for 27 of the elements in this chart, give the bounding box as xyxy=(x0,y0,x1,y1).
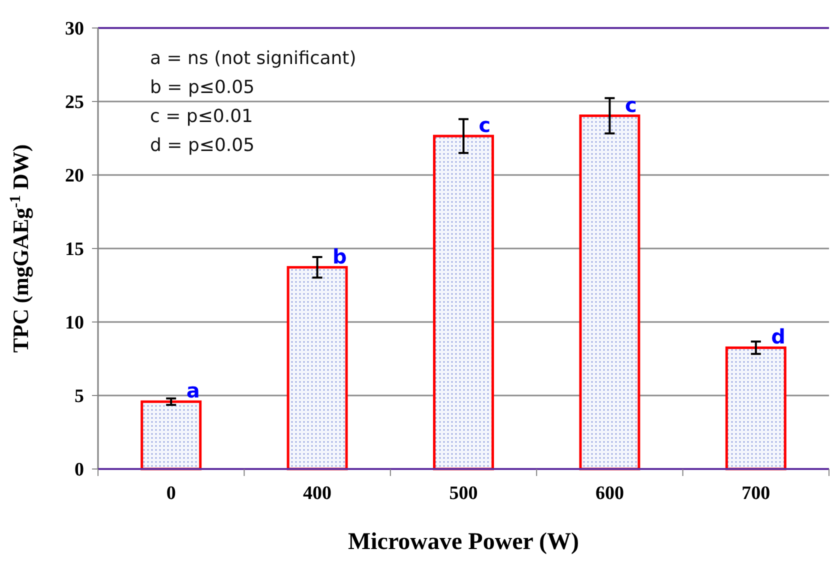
annotation: c xyxy=(478,113,491,138)
x-tick-label: 700 xyxy=(742,483,770,504)
x-tick-label: 400 xyxy=(303,483,332,504)
annotation: b = p≤0.05 xyxy=(150,77,255,98)
bar xyxy=(433,134,494,470)
annotation: b xyxy=(332,244,347,268)
annotation: a = ns (not significant) xyxy=(150,48,356,69)
annotation: a xyxy=(186,378,200,403)
y-tick-label: 15 xyxy=(65,239,84,260)
annotation: d = p≤0.05 xyxy=(150,135,255,156)
x-tick-label: 0 xyxy=(166,483,176,504)
bar xyxy=(725,346,786,470)
annotation: d xyxy=(771,324,786,349)
y-tick-label: 30 xyxy=(65,18,84,40)
annotation: c xyxy=(624,92,637,117)
bar xyxy=(286,266,348,470)
y-tick-label: 0 xyxy=(74,460,84,481)
y-tick-label: 5 xyxy=(74,386,84,408)
y-tick-label: 25 xyxy=(65,92,84,114)
bar xyxy=(140,400,202,470)
x-tick-label: 500 xyxy=(449,483,478,504)
bar xyxy=(579,114,640,470)
annotation: c = p≤0.01 xyxy=(150,106,254,127)
y-tick-label: 20 xyxy=(65,166,84,187)
x-tick-label: 600 xyxy=(595,483,624,504)
x-axis-title: Microwave Power (W) xyxy=(348,529,580,555)
y-tick-label: 10 xyxy=(65,312,84,334)
